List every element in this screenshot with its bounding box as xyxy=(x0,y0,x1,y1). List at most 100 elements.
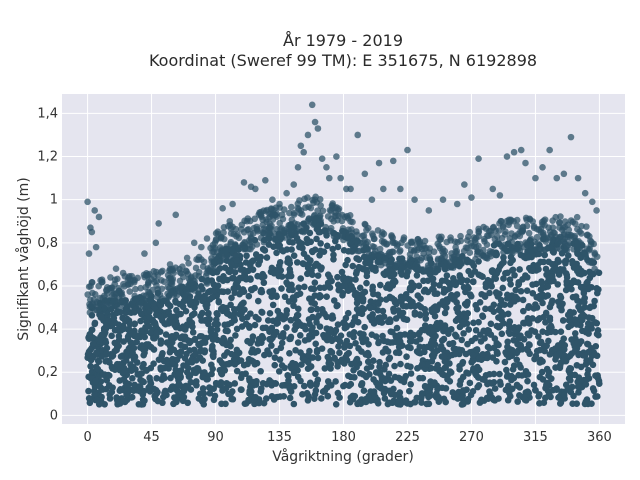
data-point xyxy=(129,374,136,382)
data-point xyxy=(119,325,127,332)
data-point xyxy=(582,398,589,406)
data-point xyxy=(313,235,320,243)
data-point xyxy=(435,393,442,401)
data-point xyxy=(588,259,596,266)
data-point xyxy=(400,315,408,323)
data-point xyxy=(292,346,299,354)
data-point xyxy=(312,387,320,394)
data-point xyxy=(479,376,486,383)
data-point xyxy=(517,341,524,349)
x-tick-label: 315 xyxy=(523,430,548,445)
data-point xyxy=(552,364,559,371)
data-point xyxy=(592,372,599,379)
data-point xyxy=(153,329,160,337)
data-point xyxy=(237,266,245,273)
data-point xyxy=(481,293,489,301)
data-point xyxy=(370,235,378,243)
data-point xyxy=(408,238,416,246)
data-point xyxy=(307,285,315,292)
data-point xyxy=(474,363,481,371)
data-point xyxy=(306,364,313,371)
data-point xyxy=(234,231,241,238)
data-point xyxy=(84,351,92,358)
data-point xyxy=(568,350,576,357)
data-point xyxy=(231,380,239,387)
outlier-point xyxy=(119,269,127,277)
data-point xyxy=(390,385,397,393)
data-point xyxy=(227,301,234,309)
data-point xyxy=(451,294,458,301)
data-point xyxy=(290,302,297,310)
data-point xyxy=(208,258,215,265)
data-point xyxy=(586,358,594,366)
data-point xyxy=(460,400,467,408)
data-point xyxy=(439,370,446,378)
data-point xyxy=(123,391,130,399)
data-point xyxy=(105,317,112,324)
data-point xyxy=(218,337,225,345)
data-point xyxy=(200,296,207,303)
data-point xyxy=(281,364,288,372)
data-point xyxy=(311,279,319,286)
data-point xyxy=(226,268,233,276)
data-point xyxy=(369,311,376,318)
outlier-point xyxy=(88,228,96,236)
data-point xyxy=(493,348,501,356)
data-point xyxy=(386,251,394,259)
data-point xyxy=(510,362,518,369)
data-point xyxy=(542,309,550,317)
data-point xyxy=(328,349,336,356)
data-point xyxy=(499,284,507,292)
outlier-point xyxy=(347,185,354,193)
outlier-point xyxy=(269,196,276,203)
data-point xyxy=(188,279,195,287)
data-point xyxy=(366,371,373,378)
data-point xyxy=(102,322,110,330)
data-point xyxy=(278,382,286,389)
data-point xyxy=(516,361,523,369)
data-point xyxy=(581,352,589,360)
data-point xyxy=(434,255,442,263)
data-point xyxy=(224,310,232,318)
data-point xyxy=(442,286,450,294)
data-point xyxy=(341,360,348,367)
data-point xyxy=(484,276,492,284)
data-point xyxy=(535,333,542,340)
data-point xyxy=(183,369,191,376)
data-point xyxy=(535,250,543,258)
data-point xyxy=(583,223,590,230)
data-point xyxy=(142,271,150,279)
data-point xyxy=(469,388,477,395)
x-tick-label: 90 xyxy=(207,430,224,445)
data-point xyxy=(477,272,485,279)
data-point xyxy=(431,379,438,386)
data-point xyxy=(233,252,240,260)
data-point xyxy=(297,207,305,214)
data-point xyxy=(147,343,155,351)
data-point xyxy=(271,354,279,361)
data-point xyxy=(525,302,533,310)
data-point xyxy=(145,288,152,296)
data-point xyxy=(519,223,527,231)
data-point xyxy=(311,395,318,403)
data-point xyxy=(210,396,218,404)
data-point xyxy=(383,240,391,248)
data-point xyxy=(379,332,386,340)
data-point xyxy=(300,250,308,257)
data-point xyxy=(472,334,479,342)
data-point xyxy=(157,313,164,321)
data-point xyxy=(330,297,338,304)
data-point xyxy=(483,241,491,248)
x-axis-title: Vågriktning (grader) xyxy=(272,448,414,465)
data-point xyxy=(153,277,160,285)
data-point xyxy=(94,365,102,373)
data-point xyxy=(219,303,227,311)
data-point xyxy=(455,346,463,353)
data-point xyxy=(258,332,266,340)
data-point xyxy=(460,320,467,328)
data-point xyxy=(459,373,467,381)
data-point xyxy=(486,345,493,352)
data-point xyxy=(362,351,369,358)
y-axis-title: Signifikant våghöjd (m) xyxy=(15,177,32,340)
data-point xyxy=(546,303,554,311)
